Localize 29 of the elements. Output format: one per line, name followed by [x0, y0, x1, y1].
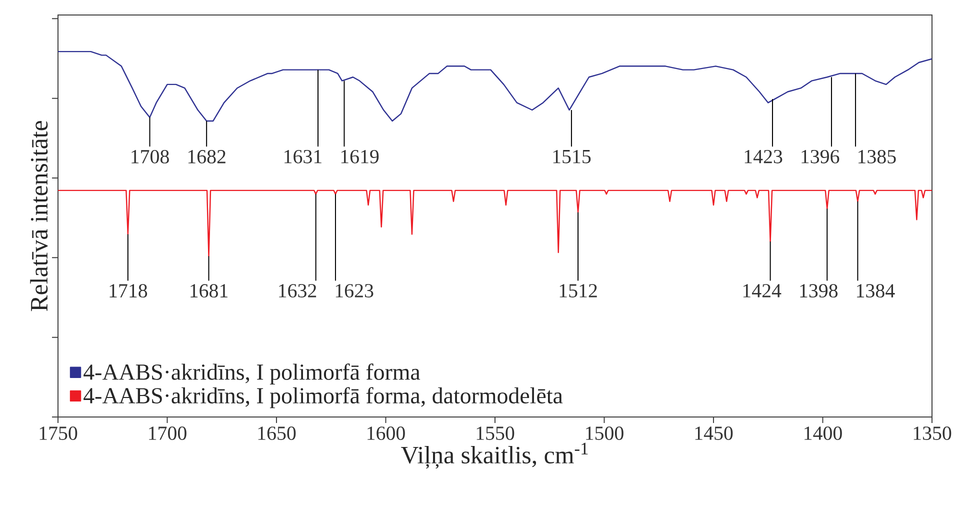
legend-label: 4-AABS·akridīns, I polimorfā forma	[84, 364, 420, 385]
legend-label: 4-AABS·akridīns, I polimorfā forma, datormodelēta	[84, 387, 563, 408]
x-tick-label: 1400	[804, 426, 842, 440]
annotation: 1398	[800, 284, 838, 298]
annotation: 1423	[744, 150, 782, 164]
x-tick-label: 1500	[586, 426, 624, 440]
x-tick-label: 1750	[40, 426, 78, 440]
x-tick-label: 1700	[149, 426, 186, 440]
x-tick-label: 1550	[476, 426, 514, 440]
annotation: 1619	[341, 150, 379, 164]
annotation: 1631	[284, 150, 322, 164]
y-axis-title: Relatīvā intensitāte	[30, 121, 48, 312]
annotation: 1681	[190, 284, 228, 298]
annotation: 1718	[110, 284, 148, 298]
annotation: 1632	[279, 284, 316, 298]
annotation: 1623	[336, 284, 374, 298]
x-axis-title: Viļņa skaitlis, cm$^{-1}$	[401, 442, 588, 469]
annotation: 1385	[858, 150, 896, 164]
x-tick-label: 1450	[695, 426, 733, 440]
x-tick-label: 1650	[258, 426, 296, 440]
annotation: 1512	[560, 284, 597, 298]
annotation: 1682	[188, 150, 226, 164]
annotation: 1515	[553, 150, 591, 164]
x-tick-label: 1600	[368, 426, 405, 440]
annotation: 1396	[802, 150, 840, 164]
annotation: 1384	[857, 284, 895, 298]
annotation: 1424	[743, 284, 782, 298]
x-tick-label: 1350	[914, 426, 952, 440]
annotation: 1708	[132, 150, 169, 164]
